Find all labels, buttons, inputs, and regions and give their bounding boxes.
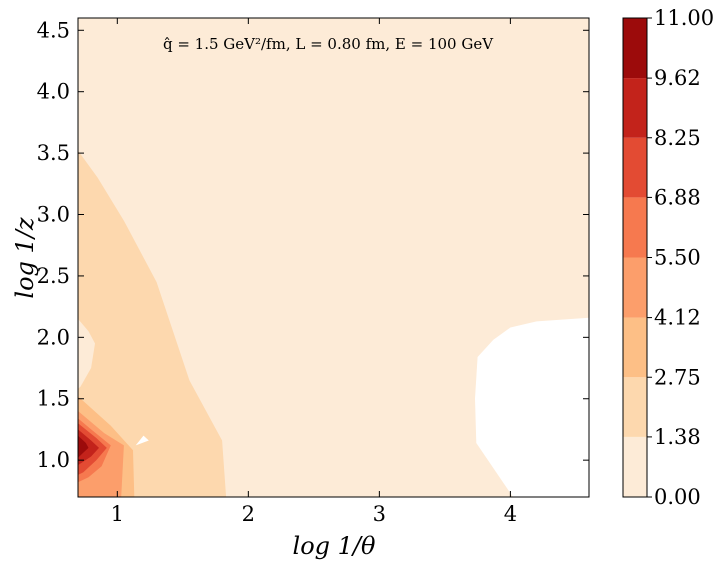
x-tick-label: 3 [373, 502, 386, 526]
colorbar-band-5 [623, 137, 647, 198]
x-tick-label: 2 [242, 502, 255, 526]
contour-region-7 [78, 435, 89, 458]
colorbar-band-2 [623, 317, 647, 378]
x-axis-ticks: 1 2 3 4 [111, 18, 517, 526]
y-tick-label: 3.5 [37, 141, 70, 165]
y-tick-label: 2.0 [37, 325, 70, 349]
colorbar-tick-label: 2.75 [654, 365, 701, 389]
y-tick-label: 4.0 [37, 80, 70, 104]
colorbar-band-0 [623, 436, 647, 497]
x-tick-label: 1 [111, 502, 124, 526]
colorbar-tick-label: 11.00 [654, 6, 714, 30]
contour-empty-region-0 [475, 317, 589, 497]
colorbar-tick-label: 8.25 [654, 126, 701, 150]
parameter-annotation: q̂ = 1.5 GeV²/fm, L = 0.80 fm, E = 100 G… [163, 35, 494, 53]
colorbar-ticks: 0.00 1.38 2.75 4.12 5.50 6.88 8.25 9.62 11.00 [647, 6, 714, 509]
colorbar-band-1 [623, 377, 647, 437]
colorbar-tick-label: 6.88 [654, 185, 701, 209]
contour-region-6 [78, 429, 99, 466]
colorbar [623, 18, 647, 497]
colorbar-tick-label: 5.50 [654, 246, 701, 270]
contour-inlay-0 [78, 318, 95, 389]
colorbar-tick-label: 1.38 [654, 425, 701, 449]
contour-region-0 [78, 18, 589, 497]
contour-empty-region-1 [135, 435, 149, 446]
colorbar-tick-label: 4.12 [654, 306, 701, 330]
x-axis-label: log 1/θ [293, 532, 376, 560]
y-axis-ticks: 1.0 1.5 2.0 2.5 3.0 3.5 4.0 4.5 [37, 18, 589, 472]
y-axis-label: log 1/z [11, 217, 39, 298]
colorbar-band-4 [623, 197, 647, 258]
x-tick-label: 4 [504, 502, 517, 526]
colorbar-band-6 [623, 78, 647, 138]
colorbar-band-7 [623, 18, 647, 79]
plot-frame [77, 17, 590, 498]
colorbar-band-3 [623, 257, 647, 318]
y-tick-label: 4.5 [37, 18, 70, 42]
y-tick-label: 3.0 [37, 203, 70, 227]
colorbar-tick-label: 9.62 [654, 66, 701, 90]
contour-regions [78, 18, 589, 497]
colorbar-tick-label: 0.00 [654, 485, 701, 509]
y-tick-label: 2.5 [37, 264, 70, 288]
y-tick-label: 1.0 [37, 448, 70, 472]
y-tick-label: 1.5 [37, 387, 70, 411]
contour-region-1 [78, 150, 227, 497]
